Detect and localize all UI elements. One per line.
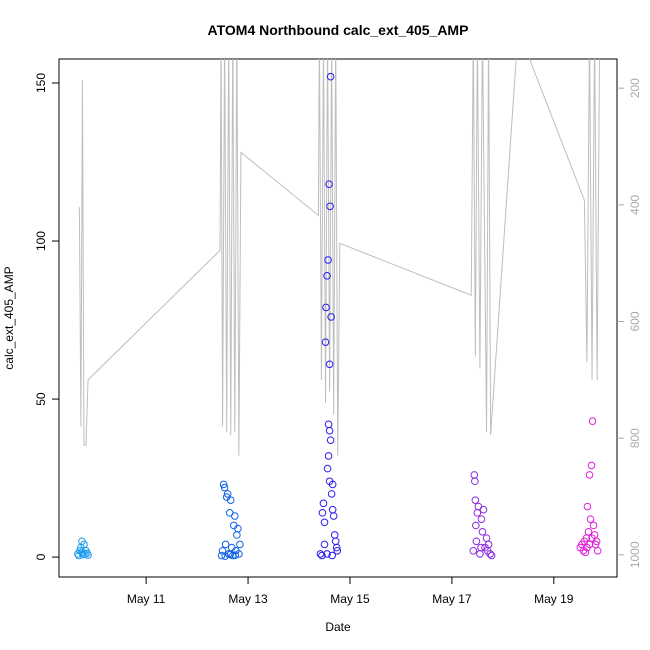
point xyxy=(324,420,333,429)
point xyxy=(482,534,491,542)
point xyxy=(472,521,480,530)
point xyxy=(589,521,598,530)
point xyxy=(318,509,327,517)
point xyxy=(84,551,92,559)
point xyxy=(471,477,479,486)
point xyxy=(234,524,242,533)
point xyxy=(226,550,235,559)
point xyxy=(319,499,328,508)
point xyxy=(325,360,334,369)
y2-tick-label: 200 xyxy=(628,78,642,98)
point xyxy=(471,496,480,505)
point xyxy=(221,552,229,560)
y2-tick-label: 400 xyxy=(628,195,642,215)
y-tick-label: 50 xyxy=(34,392,48,406)
y-axis-label: calc_ext_405_AMP xyxy=(2,266,16,369)
point xyxy=(588,417,597,425)
plot-frame xyxy=(58,58,618,578)
point xyxy=(470,471,479,479)
point xyxy=(484,540,493,549)
y-tick-label: 0 xyxy=(34,553,48,560)
point xyxy=(231,512,239,520)
point xyxy=(587,461,596,470)
point xyxy=(333,546,342,555)
point xyxy=(479,505,488,514)
point xyxy=(331,537,340,546)
point xyxy=(486,550,494,558)
point xyxy=(327,313,335,321)
plot-area xyxy=(74,59,602,560)
point xyxy=(472,537,481,546)
point xyxy=(320,518,329,527)
point xyxy=(221,540,230,549)
point xyxy=(586,515,595,523)
x-tick-label: May 13 xyxy=(228,592,268,606)
point xyxy=(324,452,333,460)
point xyxy=(476,550,484,558)
chart-title: ATOM4 Northbound calc_ext_405_AMP xyxy=(208,22,469,38)
x-tick-label: May 11 xyxy=(127,592,166,606)
point xyxy=(593,546,602,555)
point xyxy=(231,551,240,559)
point xyxy=(329,512,338,520)
point xyxy=(487,551,496,560)
y2-tick-label: 1000 xyxy=(628,541,642,568)
point xyxy=(583,502,592,511)
point xyxy=(219,480,228,489)
point xyxy=(326,436,335,444)
point xyxy=(585,471,594,479)
point xyxy=(226,496,235,505)
point xyxy=(330,531,339,539)
point xyxy=(332,543,341,552)
point xyxy=(477,543,485,552)
point xyxy=(322,303,330,312)
point xyxy=(326,202,334,211)
point xyxy=(220,483,229,492)
point xyxy=(324,256,332,264)
point xyxy=(325,426,334,435)
point xyxy=(477,515,486,523)
point xyxy=(327,490,336,498)
point xyxy=(469,546,478,555)
point xyxy=(585,540,594,549)
point xyxy=(328,480,337,489)
point xyxy=(318,551,326,560)
point xyxy=(316,550,325,558)
point xyxy=(323,272,331,280)
point xyxy=(473,509,482,517)
point xyxy=(328,551,336,560)
point xyxy=(235,550,243,558)
point xyxy=(321,338,330,346)
x-tick-label: May 19 xyxy=(534,592,574,606)
point xyxy=(328,505,337,514)
point xyxy=(323,550,331,558)
point xyxy=(223,490,232,498)
depth-line xyxy=(78,59,600,456)
point xyxy=(478,528,487,536)
point xyxy=(217,551,226,560)
point xyxy=(320,540,329,549)
point xyxy=(581,548,590,557)
x-axis-label: Date xyxy=(325,620,351,634)
point xyxy=(236,540,244,549)
point xyxy=(233,531,241,539)
y-tick-label: 150 xyxy=(34,73,48,93)
point xyxy=(588,534,596,542)
y-tick-label: 100 xyxy=(34,231,48,251)
point xyxy=(323,464,332,473)
y2-tick-label: 800 xyxy=(628,428,642,448)
y2-tick-label: 600 xyxy=(628,311,642,331)
x-tick-label: May 15 xyxy=(330,592,370,606)
point xyxy=(584,528,593,536)
x-tick-label: May 17 xyxy=(432,592,472,606)
point xyxy=(326,72,335,81)
point xyxy=(325,180,333,188)
